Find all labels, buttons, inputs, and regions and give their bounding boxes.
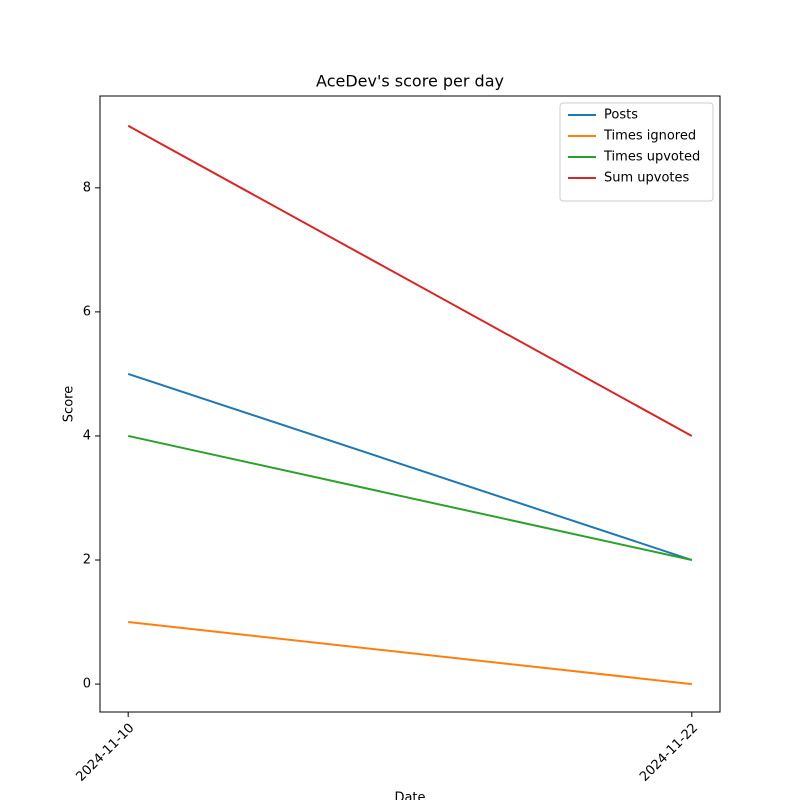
legend-label: Times ignored: [603, 129, 696, 144]
legend-label: Posts: [604, 108, 638, 123]
x-tick-label: 2024-11-22: [637, 721, 701, 785]
y-tick-label: 4: [83, 428, 91, 443]
line: [128, 621, 692, 686]
y-tick-label: 6: [83, 304, 91, 319]
legend: Posts Times ignored Times upvoted Sum upvot…: [559, 102, 714, 202]
x-tick-label: 2024-11-10: [73, 721, 137, 785]
chart-title: AceDev's score per day: [316, 72, 504, 91]
y-tick-label: 2: [83, 553, 91, 568]
line: [127, 124, 693, 437]
legend-label: Times upvoted: [603, 150, 700, 165]
plot-frame: [99, 95, 721, 713]
x-axis-label: Date: [394, 791, 425, 800]
y-tick-label: 0: [83, 677, 91, 692]
y-tick-label: 8: [83, 180, 91, 195]
line: [127, 434, 693, 561]
y-axis-label: Score: [62, 386, 77, 422]
legend-label: Sum upvotes: [604, 171, 690, 186]
line: [127, 372, 693, 561]
legend-box: [559, 102, 714, 202]
